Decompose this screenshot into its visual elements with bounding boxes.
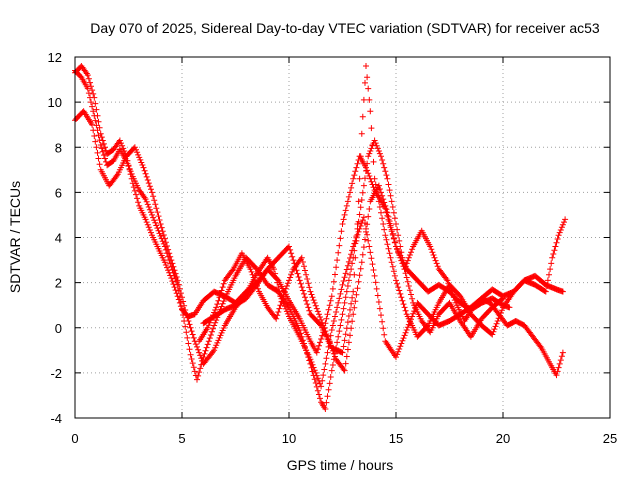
series-3-markers xyxy=(72,67,506,412)
series-4 xyxy=(200,63,569,356)
y-tick-label: 0 xyxy=(55,321,62,336)
x-tick-label: 20 xyxy=(496,431,510,446)
x-tick-label: 10 xyxy=(282,431,296,446)
data-points xyxy=(72,63,569,412)
x-tick-label: 15 xyxy=(389,431,403,446)
y-tick-label: -2 xyxy=(50,366,62,381)
x-axis-title: GPS time / hours xyxy=(287,457,394,473)
x-tick-label: 25 xyxy=(603,431,617,446)
y-tick-label: -4 xyxy=(50,411,62,426)
y-tick-label: 2 xyxy=(55,276,62,291)
series-3 xyxy=(72,67,506,412)
series-4-markers xyxy=(200,63,569,356)
x-tick-label: 5 xyxy=(178,431,185,446)
y-tick-label: 12 xyxy=(48,50,62,65)
y-tick-label: 6 xyxy=(55,185,62,200)
y-tick-labels: -4 -2 0 2 4 6 8 10 12 xyxy=(48,50,62,426)
y-tick-label: 8 xyxy=(55,140,62,155)
y-tick-label: 10 xyxy=(48,95,62,110)
series-5 xyxy=(196,182,566,379)
x-tick-label: 0 xyxy=(71,431,78,446)
x-tick-labels: 0 5 10 15 20 25 xyxy=(71,431,617,446)
y-tick-label: 4 xyxy=(55,231,62,246)
y-axis-title: SDTVAR / TECUs xyxy=(7,181,23,293)
grid-lines xyxy=(75,57,610,418)
chart-title: Day 070 of 2025, Sidereal Day-to-day VTE… xyxy=(90,20,600,36)
axis-ticks xyxy=(74,56,611,419)
series-5-markers xyxy=(196,182,566,379)
